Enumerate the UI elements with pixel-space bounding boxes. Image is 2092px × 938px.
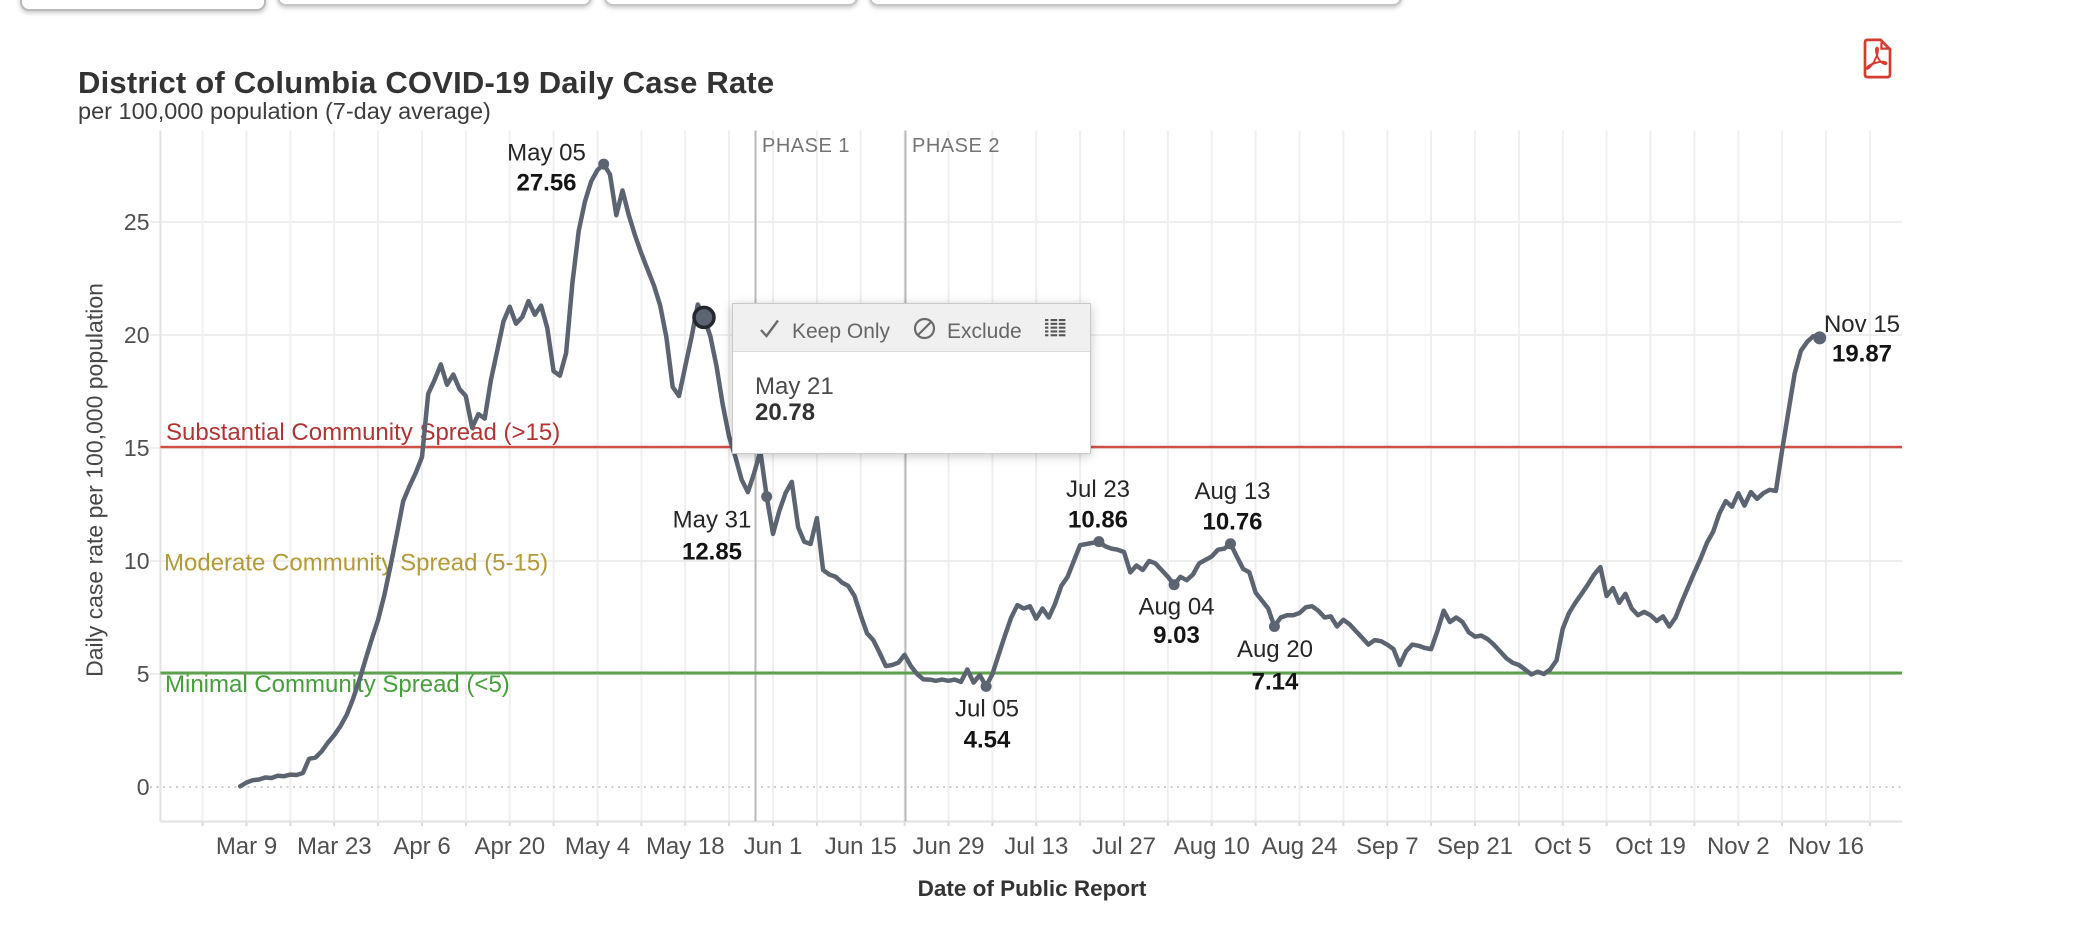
svg-text:Jun 1: Jun 1 [744, 833, 803, 860]
svg-text:0: 0 [137, 774, 150, 800]
svg-text:Nov 15: Nov 15 [1824, 311, 1900, 338]
svg-text:May 05: May 05 [507, 140, 586, 167]
svg-text:PHASE 2: PHASE 2 [912, 135, 1000, 157]
svg-text:Date of Public Report: Date of Public Report [918, 876, 1147, 901]
svg-text:12.85: 12.85 [682, 539, 742, 566]
svg-text:Jul 05: Jul 05 [955, 696, 1019, 723]
svg-text:PHASE 1: PHASE 1 [762, 135, 850, 157]
svg-text:19.87: 19.87 [1832, 341, 1892, 368]
svg-text:Jul 27: Jul 27 [1092, 833, 1156, 860]
svg-text:20: 20 [124, 322, 150, 348]
svg-text:5: 5 [137, 661, 150, 687]
svg-text:Jul 23: Jul 23 [1066, 476, 1130, 503]
svg-text:Substantial Community Spread (: Substantial Community Spread (>15) [166, 419, 560, 446]
svg-text:Mar 23: Mar 23 [297, 833, 372, 860]
svg-text:Jun 29: Jun 29 [912, 833, 984, 860]
svg-text:7.14: 7.14 [1252, 669, 1299, 696]
svg-text:Jun 15: Jun 15 [825, 833, 897, 860]
svg-text:Sep 21: Sep 21 [1437, 833, 1513, 860]
svg-text:May 18: May 18 [646, 833, 725, 860]
svg-text:Apr 6: Apr 6 [393, 833, 450, 860]
svg-text:4.54: 4.54 [964, 727, 1011, 754]
svg-text:10.76: 10.76 [1202, 509, 1262, 536]
svg-text:Jul 13: Jul 13 [1004, 833, 1068, 860]
svg-text:10: 10 [124, 548, 150, 574]
svg-text:May 4: May 4 [565, 833, 630, 860]
svg-text:Aug 13: Aug 13 [1194, 478, 1270, 505]
svg-text:Aug 20: Aug 20 [1237, 636, 1313, 663]
svg-text:Aug 24: Aug 24 [1261, 833, 1337, 860]
svg-text:15: 15 [124, 435, 150, 461]
svg-text:Moderate Community Spread (5-1: Moderate Community Spread (5-15) [164, 550, 548, 577]
svg-text:Apr 20: Apr 20 [474, 833, 545, 860]
svg-text:10.86: 10.86 [1068, 507, 1128, 534]
svg-text:Aug 04: Aug 04 [1138, 594, 1214, 621]
svg-text:Oct 5: Oct 5 [1534, 833, 1591, 860]
svg-text:25: 25 [124, 209, 150, 235]
svg-text:Daily case rate per 100,000 po: Daily case rate per 100,000 population [82, 283, 108, 677]
svg-text:May 31: May 31 [673, 507, 752, 534]
svg-text:9.03: 9.03 [1153, 622, 1200, 649]
svg-text:Mar 9: Mar 9 [216, 833, 277, 860]
svg-text:27.56: 27.56 [516, 170, 576, 197]
svg-text:Aug 10: Aug 10 [1174, 833, 1250, 860]
svg-text:Sep 7: Sep 7 [1356, 833, 1419, 860]
svg-text:Nov 2: Nov 2 [1707, 833, 1770, 860]
svg-text:Oct 19: Oct 19 [1615, 833, 1686, 860]
svg-text:Nov 16: Nov 16 [1788, 833, 1864, 860]
svg-text:Minimal Community Spread (<5): Minimal Community Spread (<5) [165, 671, 510, 698]
